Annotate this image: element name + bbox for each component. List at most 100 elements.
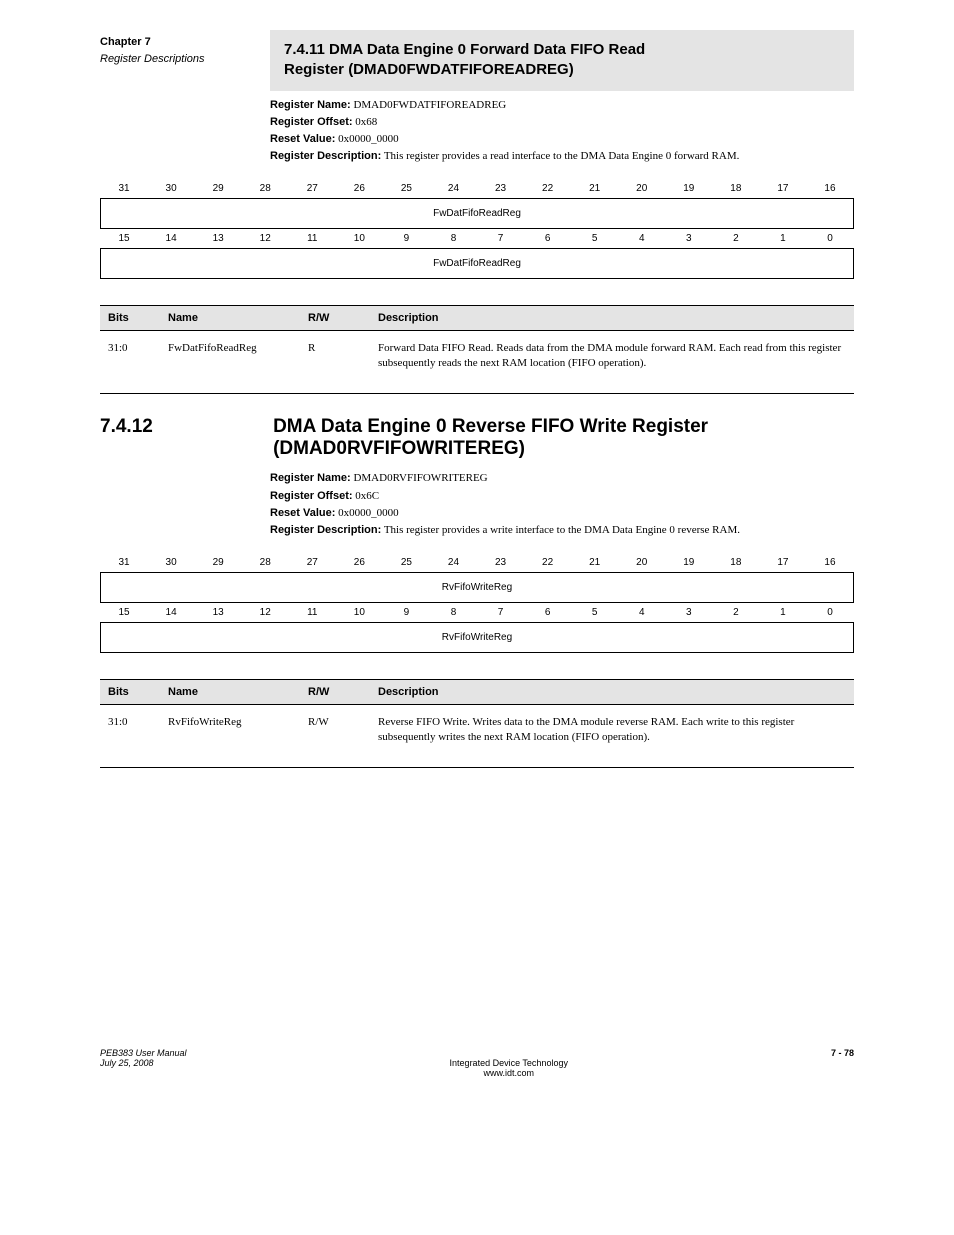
meta-label: Register Name: <box>270 99 351 111</box>
footer-company: Integrated Device Technology <box>450 1058 568 1068</box>
section-number: 7.4.12 <box>100 416 270 438</box>
bit-num: 2 <box>712 228 759 248</box>
bit-field: RvFifoWriteReg <box>101 572 854 602</box>
bit-num: 19 <box>665 553 712 573</box>
banner-line-2: Register (DMAD0FWDATFIFOREADREG) <box>284 60 840 80</box>
section-title-l2: (DMAD0RVFIFOWRITEREG) <box>273 438 525 459</box>
bit-num: 13 <box>195 228 242 248</box>
page-footer: PEB383 User Manual July 25, 2008 Integra… <box>100 1048 854 1078</box>
meta-value: DMAD0RVFIFOWRITEREG <box>353 472 487 484</box>
meta-value: 0x68 <box>355 116 377 128</box>
bit-num: 31 <box>101 553 148 573</box>
bit-num: 31 <box>101 179 148 199</box>
col-header: Name <box>160 679 300 704</box>
bit-num: 0 <box>806 602 853 622</box>
bit-num: 13 <box>195 602 242 622</box>
col-header: Bits <box>100 305 160 330</box>
bit-num: 27 <box>289 553 336 573</box>
bit-num: 23 <box>477 179 524 199</box>
bits-table: 31 30 29 28 27 26 25 24 23 22 21 20 19 1… <box>100 179 854 279</box>
cell-rw: R <box>300 330 370 394</box>
meta-label: Reset Value: <box>270 133 335 145</box>
cell-bits: 31:0 <box>100 330 160 394</box>
meta-value: This register provides a write interface… <box>384 524 740 536</box>
bit-num: 20 <box>618 179 665 199</box>
footer-left: PEB383 User Manual July 25, 2008 <box>100 1048 187 1078</box>
banner-line-1: 7.4.11 DMA Data Engine 0 Forward Data FI… <box>284 40 840 60</box>
chapter-label: Chapter 7 <box>100 34 270 51</box>
col-header: R/W <box>300 679 370 704</box>
bit-num: 20 <box>618 553 665 573</box>
field-desc-table-2: Bits Name R/W Description 31:0 RvFifoWri… <box>100 679 854 769</box>
header-left: Chapter 7 Register Descriptions <box>100 30 270 67</box>
bit-num: 26 <box>336 553 383 573</box>
cell-rw: R/W <box>300 704 370 768</box>
bit-num: 21 <box>571 553 618 573</box>
bit-num: 11 <box>289 228 336 248</box>
cell-desc: Reverse FIFO Write. Writes data to the D… <box>370 704 854 768</box>
bit-num: 0 <box>806 228 853 248</box>
bit-num: 29 <box>195 179 242 199</box>
bit-num: 5 <box>571 602 618 622</box>
bit-num: 12 <box>242 228 289 248</box>
bit-num: 18 <box>712 553 759 573</box>
bit-num: 1 <box>759 228 806 248</box>
meta-label: Reset Value: <box>270 507 335 519</box>
bit-num: 9 <box>383 228 430 248</box>
register-meta-1: Register Name: DMAD0FWDATFIFOREADREG Reg… <box>270 97 854 165</box>
bit-num: 30 <box>148 179 195 199</box>
bit-num: 28 <box>242 553 289 573</box>
bit-num: 29 <box>195 553 242 573</box>
meta-value: DMAD0FWDATFIFOREADREG <box>353 99 506 111</box>
bit-diagram-1: 31 30 29 28 27 26 25 24 23 22 21 20 19 1… <box>100 179 854 279</box>
meta-value: 0x6C <box>355 490 379 502</box>
cell-name: RvFifoWriteReg <box>160 704 300 768</box>
footer-date: July 25, 2008 <box>100 1058 187 1068</box>
meta-value: 0x0000_0000 <box>338 507 399 519</box>
bit-num: 16 <box>806 179 853 199</box>
footer-doc: PEB383 User Manual <box>100 1048 187 1058</box>
bit-num: 11 <box>289 602 336 622</box>
bit-num: 3 <box>665 602 712 622</box>
bit-num: 15 <box>101 602 148 622</box>
section-title: DMA Data Engine 0 Reverse FIFO Write Reg… <box>273 416 708 460</box>
bit-num: 12 <box>242 602 289 622</box>
bit-num: 6 <box>524 602 571 622</box>
bit-num: 22 <box>524 553 571 573</box>
field-desc-table-1: Bits Name R/W Description 31:0 FwDatFifo… <box>100 305 854 395</box>
cell-name: FwDatFifoReadReg <box>160 330 300 394</box>
meta-label: Register Offset: <box>270 116 353 128</box>
bit-field: FwDatFifoReadReg <box>101 248 854 278</box>
cell-desc: Forward Data FIFO Read. Reads data from … <box>370 330 854 394</box>
bit-num: 23 <box>477 553 524 573</box>
bit-num: 15 <box>101 228 148 248</box>
bit-num: 2 <box>712 602 759 622</box>
bit-num: 25 <box>383 179 430 199</box>
col-header: Description <box>370 679 854 704</box>
bit-num: 28 <box>242 179 289 199</box>
bit-num: 8 <box>430 602 477 622</box>
bit-num: 21 <box>571 179 618 199</box>
bit-num: 14 <box>148 228 195 248</box>
table-row: 31:0 FwDatFifoReadReg R Forward Data FIF… <box>100 330 854 394</box>
bit-field: RvFifoWriteReg <box>101 622 854 652</box>
footer-www: www.idt.com <box>450 1068 568 1078</box>
bit-num: 3 <box>665 228 712 248</box>
bit-num: 1 <box>759 602 806 622</box>
bit-num: 17 <box>759 179 806 199</box>
page: Chapter 7 Register Descriptions 7.4.11 D… <box>0 0 954 1078</box>
bit-num: 30 <box>148 553 195 573</box>
table-row: 31:0 RvFifoWriteReg R/W Reverse FIFO Wri… <box>100 704 854 768</box>
bit-num: 27 <box>289 179 336 199</box>
bit-num: 18 <box>712 179 759 199</box>
bit-num: 8 <box>430 228 477 248</box>
bit-num: 6 <box>524 228 571 248</box>
bit-num: 14 <box>148 602 195 622</box>
page-header: Chapter 7 Register Descriptions 7.4.11 D… <box>100 30 854 91</box>
meta-label: Register Name: <box>270 472 351 484</box>
bit-num: 7 <box>477 228 524 248</box>
bit-field: FwDatFifoReadReg <box>101 198 854 228</box>
section-heading-2: 7.4.12 DMA Data Engine 0 Reverse FIFO Wr… <box>100 416 854 460</box>
meta-label: Register Description: <box>270 524 381 536</box>
bit-num: 19 <box>665 179 712 199</box>
